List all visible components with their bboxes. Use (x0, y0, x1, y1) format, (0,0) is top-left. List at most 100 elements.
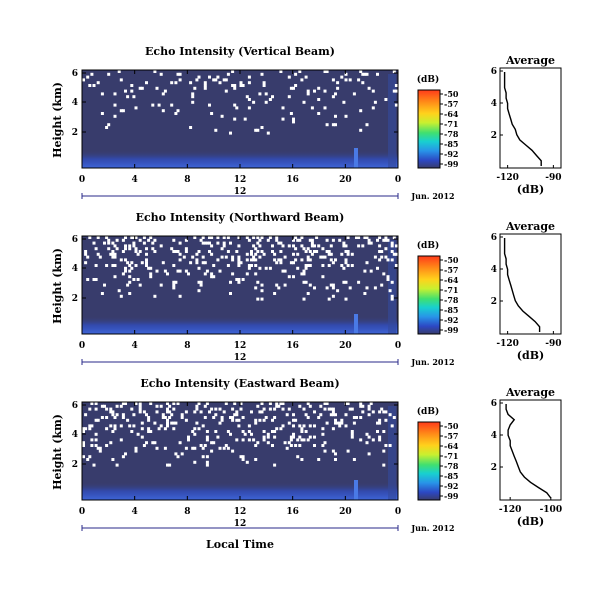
no-data-cell (231, 255, 235, 259)
no-data-cell (107, 123, 111, 127)
no-data-cell (145, 258, 148, 262)
no-data-cell (369, 241, 373, 245)
no-data-cell (329, 258, 333, 262)
no-data-cell (193, 86, 197, 90)
no-data-cell (340, 421, 344, 425)
no-data-cell (260, 283, 264, 287)
no-data-cell (199, 410, 203, 414)
no-data-cell (205, 430, 209, 433)
no-data-cell (203, 272, 207, 276)
no-data-cell (313, 89, 316, 93)
no-data-cell (184, 247, 188, 251)
no-data-cell (352, 421, 356, 425)
no-data-cell (113, 275, 117, 279)
no-data-cell (140, 86, 144, 90)
no-data-cell (212, 275, 216, 279)
no-data-cell (323, 407, 327, 411)
no-data-cell (308, 404, 312, 408)
no-data-cell (363, 292, 367, 295)
no-data-cell (208, 250, 211, 253)
x-tick-label: 4 (132, 341, 138, 351)
no-data-cell (294, 418, 298, 422)
no-data-cell (210, 244, 214, 248)
no-data-cell (292, 424, 295, 428)
no-data-cell (163, 427, 167, 431)
no-data-cell (281, 106, 285, 110)
no-data-cell (94, 264, 98, 267)
no-data-cell (94, 438, 98, 442)
no-data-cell (256, 404, 260, 408)
no-data-cell (256, 236, 260, 239)
no-data-cell (386, 275, 390, 279)
no-data-cell (298, 70, 302, 73)
no-data-cell (329, 407, 333, 411)
no-data-cell (241, 84, 245, 87)
x-tick-label: 4 (132, 175, 138, 185)
no-data-cell (306, 258, 310, 262)
no-data-cell (138, 250, 142, 253)
no-data-cell (153, 421, 157, 425)
no-data-cell (195, 252, 199, 256)
no-data-cell (302, 247, 306, 251)
no-data-cell (256, 250, 260, 253)
no-data-cell (153, 250, 157, 253)
no-data-cell (220, 416, 224, 419)
no-data-cell (262, 252, 266, 256)
no-data-cell (304, 280, 308, 284)
no-data-cell (128, 269, 132, 273)
no-data-cell (134, 250, 138, 253)
no-data-cell (205, 402, 209, 405)
no-data-cell (279, 261, 283, 265)
no-data-cell (331, 95, 335, 99)
no-data-cell (107, 238, 111, 242)
no-data-cell (241, 458, 245, 461)
no-data-cell (214, 430, 218, 433)
no-data-cell (266, 131, 270, 135)
no-data-cell (279, 70, 283, 73)
no-data-cell (319, 413, 323, 417)
no-data-cell (373, 255, 377, 259)
no-data-cell (279, 258, 283, 262)
no-data-cell (361, 72, 365, 76)
no-data-cell (373, 100, 377, 104)
no-data-cell (203, 86, 207, 90)
no-data-cell (166, 463, 169, 467)
no-data-cell (161, 413, 165, 417)
no-data-cell (279, 402, 283, 405)
no-data-cell (237, 418, 241, 422)
no-data-cell (268, 98, 272, 101)
no-data-cell (88, 424, 92, 428)
no-data-cell (132, 424, 136, 428)
no-data-cell (325, 123, 329, 127)
no-data-cell (321, 427, 325, 431)
average-x-label: (dB) (517, 349, 544, 362)
no-data-cell (237, 264, 241, 267)
no-data-cell (105, 444, 109, 447)
no-data-cell (151, 441, 155, 445)
no-data-cell (134, 402, 138, 405)
no-data-cell (176, 72, 180, 76)
average-y-tick-label: 4 (491, 431, 497, 441)
no-data-cell (210, 449, 214, 453)
no-data-cell (187, 272, 190, 276)
no-data-cell (235, 413, 239, 417)
no-data-cell (262, 81, 266, 85)
no-data-cell (260, 236, 264, 239)
no-data-cell (193, 410, 197, 414)
no-data-cell (294, 84, 298, 87)
no-data-cell (172, 427, 176, 431)
no-data-cell (212, 441, 216, 445)
no-data-cell (115, 413, 119, 417)
no-data-cell (197, 266, 201, 270)
no-data-cell (292, 413, 295, 417)
no-data-cell (226, 430, 230, 433)
no-data-cell (298, 238, 302, 242)
no-data-cell (365, 432, 369, 436)
no-data-cell (231, 272, 235, 276)
no-data-cell (308, 283, 312, 287)
no-data-cell (331, 238, 335, 242)
date-label: 12 (234, 187, 247, 197)
no-data-cell (203, 404, 207, 408)
no-data-cell (98, 446, 102, 450)
no-data-cell (346, 236, 350, 239)
